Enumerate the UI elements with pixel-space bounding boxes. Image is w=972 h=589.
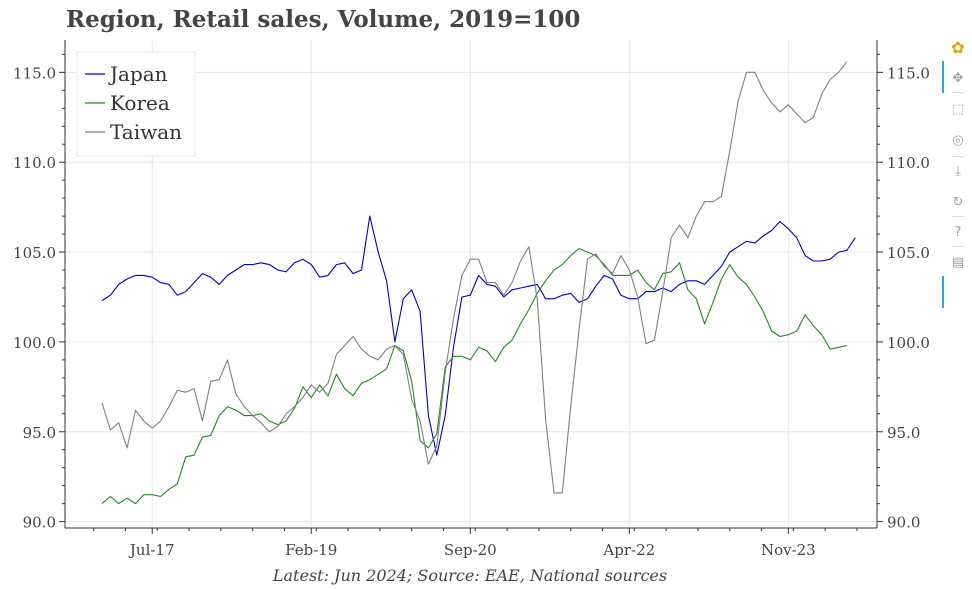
toolbar-separator <box>952 92 964 93</box>
grid-lines <box>65 40 877 527</box>
y-tick-label-right: 115.0 <box>887 64 930 82</box>
x-tick-label: Apr-22 <box>602 541 655 559</box>
series-line-japan <box>101 215 856 456</box>
help-icon[interactable]: ? <box>954 225 962 240</box>
toolbar-separator <box>952 216 964 217</box>
series-line-taiwan <box>101 61 848 494</box>
legend[interactable]: Japan Korea Taiwan <box>76 51 196 157</box>
y-tick-label-left: 105.0 <box>13 244 56 262</box>
y-tick-label-left: 95.0 <box>23 424 56 442</box>
series-lines <box>101 61 856 505</box>
x-tick-label: Feb-19 <box>285 541 337 559</box>
pan-icon[interactable]: ✥ <box>952 71 964 86</box>
active-tool-indicator <box>942 276 944 308</box>
active-tool-indicator <box>942 61 944 93</box>
x-tick-label: Nov-23 <box>761 541 816 559</box>
y-tick-label-left: 115.0 <box>13 64 56 82</box>
y-tick-label-left: 90.0 <box>23 514 56 532</box>
legend-box <box>76 51 196 157</box>
chart-toolbar: ✿ ✥ ⬚ ◎ ⤓ ↻? ▤ <box>942 36 972 308</box>
hover-icon[interactable]: ▤ <box>951 255 965 270</box>
y-tick-label-right: 90.0 <box>887 514 920 532</box>
y-tick-label-right: 95.0 <box>887 424 920 442</box>
legend-label-japan: Japan <box>108 62 168 86</box>
source-caption: Latest: Jun 2024; Source: EAE, National … <box>272 566 668 585</box>
box-zoom-icon[interactable]: ⬚ <box>951 102 965 117</box>
y-tick-label-right: 105.0 <box>887 244 930 262</box>
save-icon[interactable]: ⤓ <box>955 164 961 179</box>
x-tick-label: Sep-20 <box>444 541 497 559</box>
bokeh-logo-icon[interactable]: ✿ <box>951 38 965 57</box>
y-tick-label-left: 100.0 <box>13 334 56 352</box>
axes: 90.0 90.0 95.0 95.0 100.0 100.0 105.0 105.0 110.… <box>13 40 930 559</box>
series-line-korea <box>101 247 848 505</box>
x-tick-label: Jul-17 <box>128 541 175 559</box>
legend-label-taiwan: Taiwan <box>110 120 182 144</box>
wheel-zoom-icon[interactable]: ◎ <box>952 133 964 148</box>
legend-label-korea: Korea <box>110 91 170 115</box>
toolbar-separator <box>952 156 964 157</box>
y-tick-label-left: 110.0 <box>13 154 56 172</box>
toolbar-separator <box>952 246 964 247</box>
y-tick-label-right: 110.0 <box>887 154 930 172</box>
y-tick-label-right: 100.0 <box>887 334 930 352</box>
chart-title: Region, Retail sales, Volume, 2019=100 <box>66 6 581 33</box>
reset-icon[interactable]: ↻ <box>952 195 964 210</box>
